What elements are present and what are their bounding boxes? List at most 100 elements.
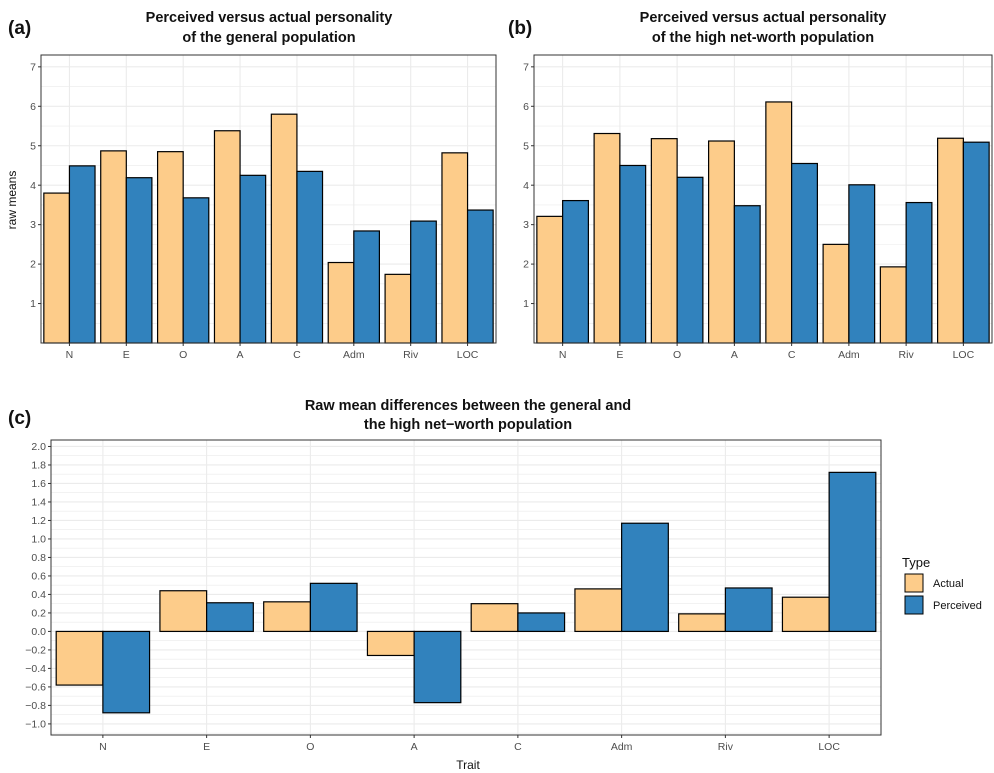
panel-a-bar-actual-loc [441, 152, 469, 344]
panel-a-bar-perceived-a [239, 174, 267, 344]
panel-a-x-tick-label-riv: Riv [403, 349, 419, 361]
panel-c-y-tick-label: −0.6 [25, 682, 46, 694]
panel-a-x-tick-label-n: N [66, 349, 74, 361]
legend-label-actual: Actual [933, 578, 964, 590]
panel-a-bar-perceived-n [68, 165, 96, 344]
panel-a-x-tick-label-c: C [293, 349, 301, 361]
panel-b-bar-actual-o [650, 138, 678, 344]
panel-b-bar-perceived-adm [848, 184, 876, 344]
panel-c-bar-actual-loc [781, 596, 830, 633]
panel-a-bar-actual-adm [327, 261, 355, 344]
panel-c-y-tick-label: 1.4 [31, 497, 46, 509]
panel-a-title-line-1: Perceived versus actual personality [146, 10, 393, 26]
panel-c-y-tick-label: 0.6 [31, 571, 46, 583]
panel-b-y-tick-label: 3 [523, 219, 529, 231]
panel-c-x-tick-label-c: C [514, 741, 522, 753]
panel-a-y-axis-label: raw means [5, 171, 19, 230]
panel-c-y-tick-label: 2.0 [31, 441, 46, 453]
panel-c-label: (c) [8, 408, 31, 429]
panel-b-y-tick-label: 2 [523, 259, 529, 271]
panel-c-y-tick-label: 0.8 [31, 552, 46, 564]
panel-a-bar-perceived-riv [410, 220, 437, 344]
panel-a-bar-actual-o [156, 151, 184, 344]
panel-c-bar-perceived-c [517, 612, 566, 633]
panel-c-bar-perceived-adm [621, 522, 669, 633]
panel-a-x-tick-label-adm: Adm [343, 349, 365, 361]
panel-b-bar-perceived-e [619, 164, 647, 344]
panel-a-bar-actual-e [100, 150, 127, 344]
panel-c-y-tick-label: 1.6 [31, 478, 46, 490]
panel-a-x-tick-label-loc: LOC [457, 349, 479, 361]
panel-a-y-tick-label: 7 [30, 61, 36, 73]
panel-c-bar-perceived-riv [724, 587, 773, 633]
panel-c-bar-perceived-n [102, 630, 151, 714]
panel-c-y-tick-label: −0.8 [25, 700, 46, 712]
panel-a: (a) Perceived versus actual personality … [5, 10, 497, 361]
panel-a-bar-actual-a [213, 130, 241, 344]
panel-c-bar-actual-a [366, 630, 415, 657]
legend-label-perceived: Perceived [933, 600, 982, 612]
panel-a-plot-border [40, 54, 497, 344]
panel-a-y-tick-label: 5 [30, 140, 36, 152]
panel-b-y-tick-label: 7 [523, 61, 529, 73]
panel-b-bar-actual-adm [822, 243, 850, 344]
panel-b-y-tick-label: 1 [523, 298, 529, 310]
panel-c-y-tick-label: −0.4 [25, 663, 46, 675]
panel-c-x-tick-label-o: O [306, 741, 314, 753]
panel-a-plot: 1 2 3 4 5 6 7 N E O A C Adm Riv LOC [30, 54, 497, 361]
panel-b-plot-border [533, 54, 993, 344]
legend: Type Actual Perceived [902, 555, 982, 615]
panel-b-x-tick-label-riv: Riv [899, 349, 915, 361]
panel-a-x-tick-label-o: O [179, 349, 187, 361]
legend-swatch-actual [904, 573, 924, 593]
panel-a-bar-perceived-o [182, 197, 210, 344]
panel-b-bar-perceived-n [562, 199, 589, 344]
panel-c-y-tick-label: 1.2 [31, 515, 46, 527]
panel-c-bar-actual-c [470, 603, 519, 633]
panel-b-bar-perceived-riv [905, 201, 933, 344]
panel-b-x-tick-label-o: O [673, 349, 681, 361]
panel-c-title-line-2: the high net−worth population [364, 417, 572, 433]
panel-c-x-tick-label-adm: Adm [611, 741, 633, 753]
panel-a-bar-perceived-e [125, 177, 153, 344]
panel-a-y-tick-label: 6 [30, 101, 36, 113]
panel-b-bar-perceived-loc [962, 141, 990, 344]
panel-c-bar-perceived-loc [828, 471, 877, 633]
panel-a-bar-perceived-c [296, 170, 324, 344]
panel-b-x-tick-label-adm: Adm [838, 349, 860, 361]
legend-title: Type [902, 555, 930, 570]
panel-b-bar-perceived-c [791, 162, 818, 344]
panel-b-bar-actual-n [536, 215, 564, 344]
panel-a-y-tick-label: 2 [30, 259, 36, 271]
panel-b-bar-actual-a [708, 140, 735, 344]
panel-b-bar-actual-loc [937, 137, 964, 344]
panel-c-bar-actual-riv [678, 613, 726, 633]
panel-a-bar-actual-n [43, 192, 71, 344]
panel-a-bar-perceived-adm [353, 230, 380, 344]
panel-c-x-tick-label-e: E [203, 741, 210, 753]
panel-b-plot: 1 2 3 4 5 6 7 N E O A C Adm Riv LOC [523, 54, 993, 361]
panel-b: (b) Perceived versus actual personality … [508, 10, 993, 361]
panel-c-bar-actual-n [55, 630, 104, 686]
panel-a-bar-actual-c [270, 113, 298, 344]
panel-b-bar-perceived-o [676, 176, 704, 344]
panel-a-title-line-2: of the general population [182, 30, 355, 46]
panel-c-x-tick-label-n: N [99, 741, 107, 753]
panel-c-bar-actual-e [159, 590, 208, 633]
panel-b-x-tick-label-a: A [731, 349, 738, 361]
panel-c-plot: −1.0 −0.8 −0.6 −0.4 −0.2 0.0 0.2 0.4 0.6 0.8 1.0 1.… [25, 439, 882, 753]
panel-c-y-tick-label: 1.0 [31, 534, 46, 546]
panel-a-bar-actual-riv [384, 273, 412, 344]
panel-c-y-tick-label: 1.8 [31, 460, 46, 472]
panel-c-y-tick-label: −1.0 [25, 719, 46, 731]
panel-c-y-tick-label: 0.2 [31, 608, 46, 620]
panel-c-title-line-1: Raw mean differences between the general… [305, 398, 631, 414]
panel-b-x-tick-label-e: E [616, 349, 623, 361]
panel-c-plot-border [50, 439, 882, 736]
panel-c-y-tick-label: 0.4 [31, 589, 46, 601]
panel-b-title-line-1: Perceived versus actual personality [640, 10, 887, 26]
panel-c: (c) Raw mean differences between the gen… [8, 398, 882, 772]
panel-c-bar-actual-o [263, 601, 311, 633]
panel-c-bar-perceived-o [309, 582, 358, 633]
